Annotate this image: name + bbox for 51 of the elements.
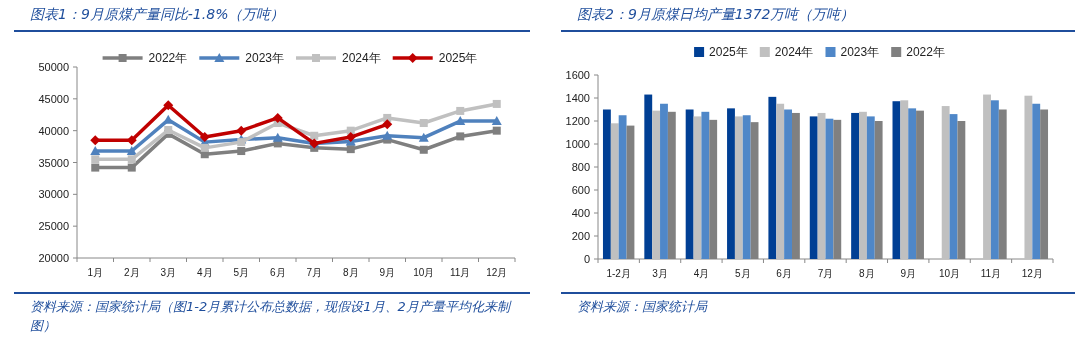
x-tick-label: 4月 [196, 267, 213, 278]
y-tick-label: 20000 [38, 252, 69, 264]
x-tick-label: 3月 [160, 267, 177, 278]
x-tick-label: 12月 [486, 267, 508, 278]
x-tick-label: 7月 [306, 267, 323, 278]
x-tick-label: 10月 [413, 267, 435, 278]
y-tick-label: 35000 [38, 156, 69, 169]
x-tick-label: 4月 [693, 268, 710, 279]
x-tick-label: 10月 [939, 268, 961, 279]
y-tick-label: 0 [583, 253, 590, 265]
x-tick-label: 5月 [734, 268, 751, 279]
y-tick-label: 1600 [565, 69, 590, 81]
y-tick-label: 30000 [38, 188, 69, 201]
chart-title: 图表1：9月原煤产量同比-1.8%（万吨） [30, 6, 285, 22]
text: 资料来源：国家统计局（图1-2月累计公布总数据，现假设1月、2月产量平均化来制图） [30, 299, 512, 333]
y-tick-label: 25000 [38, 220, 69, 233]
x-tick-label: 5月 [233, 267, 250, 278]
x-tick-label: 6月 [269, 267, 286, 278]
x-tick-label: 2月 [123, 267, 140, 278]
x-tick-label: 9月 [379, 267, 396, 278]
x-tick-label: 11月 [980, 268, 1002, 279]
text: 资料来源：国家统计局 [577, 299, 708, 314]
y-tick-label: 50000 [38, 61, 69, 73]
y-tick-label: 1000 [565, 138, 590, 150]
legend-label: 2023年 [840, 45, 880, 59]
y-tick-label: 400 [571, 207, 590, 219]
legend-label: 2023年 [245, 51, 284, 65]
y-tick-label: 800 [571, 161, 590, 173]
x-tick-label: 6月 [776, 268, 792, 279]
y-tick-label: 1200 [565, 115, 590, 127]
legend-label: 2025年 [438, 51, 478, 65]
x-tick-label: 7月 [817, 268, 834, 279]
x-tick-label: 8月 [859, 268, 875, 279]
y-tick-label: 200 [571, 230, 590, 242]
x-tick-label: 9月 [900, 268, 917, 279]
legend-label: 2025年 [709, 45, 748, 59]
chart-title: 图表2：9月原煤日均产量1372万吨（万吨） [577, 6, 855, 22]
x-tick-label: 3月 [652, 268, 668, 279]
y-tick-label: 45000 [38, 92, 69, 105]
x-tick-label: 1月 [87, 267, 104, 278]
x-tick-label: 11月 [450, 267, 471, 278]
legend-label: 2022年 [906, 45, 945, 59]
x-tick-label: 12月 [1021, 268, 1043, 279]
x-tick-label: 8月 [342, 267, 359, 278]
y-tick-label: 1400 [565, 92, 590, 104]
legend-label: 2024年 [774, 45, 814, 59]
legend-label: 2024年 [342, 51, 381, 65]
y-tick-label: 600 [571, 184, 590, 196]
y-tick-label: 40000 [38, 124, 69, 137]
legend-label: 2022年 [148, 51, 188, 65]
x-tick-label: 1-2月 [606, 268, 631, 279]
